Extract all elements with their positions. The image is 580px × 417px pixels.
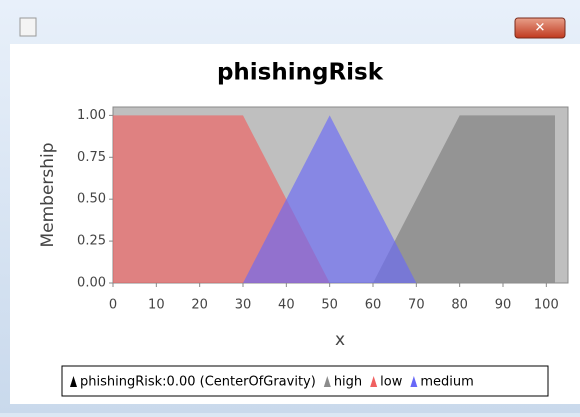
x-axis-label: x (335, 330, 345, 350)
y-tick-label: 0.50 (77, 192, 106, 207)
x-tick-label: 40 (278, 298, 295, 313)
area (243, 115, 417, 283)
y-tick-label: 1.00 (77, 108, 106, 123)
x-tick-label: 50 (321, 298, 338, 313)
x-tick-label: 80 (451, 298, 468, 313)
x-tick-label: 90 (495, 298, 512, 313)
close-icon: ✕ (535, 21, 546, 36)
legend-label: medium (420, 375, 473, 390)
legend-label: high (334, 375, 362, 390)
x-tick-label: 100 (534, 298, 559, 313)
legend-label: phishingRisk:0.00 (CenterOfGravity) (80, 375, 316, 390)
legend-swatch (323, 376, 331, 387)
y-tick-label: 0.00 (77, 276, 106, 291)
chart-title: phishingRisk (217, 60, 384, 86)
legend-swatch (70, 376, 77, 387)
app-icon (19, 17, 37, 37)
x-tick-label: 70 (408, 298, 425, 313)
legend-swatch (410, 376, 418, 387)
x-tick-label: 30 (235, 298, 252, 313)
close-button[interactable] (514, 17, 566, 39)
x-tick-label: 20 (191, 298, 208, 313)
x-tick-label: 60 (365, 298, 382, 313)
x-tick-label: 0 (109, 298, 117, 313)
legend-label: low (380, 375, 403, 390)
x-tick-label: 10 (148, 298, 165, 313)
y-axis-label: Membership (38, 142, 58, 247)
y-tick-label: 0.75 (77, 150, 106, 165)
y-tick-label: 0.25 (77, 234, 106, 249)
legend-swatch (370, 376, 378, 387)
legend-box (61, 365, 549, 397)
area (373, 115, 555, 283)
